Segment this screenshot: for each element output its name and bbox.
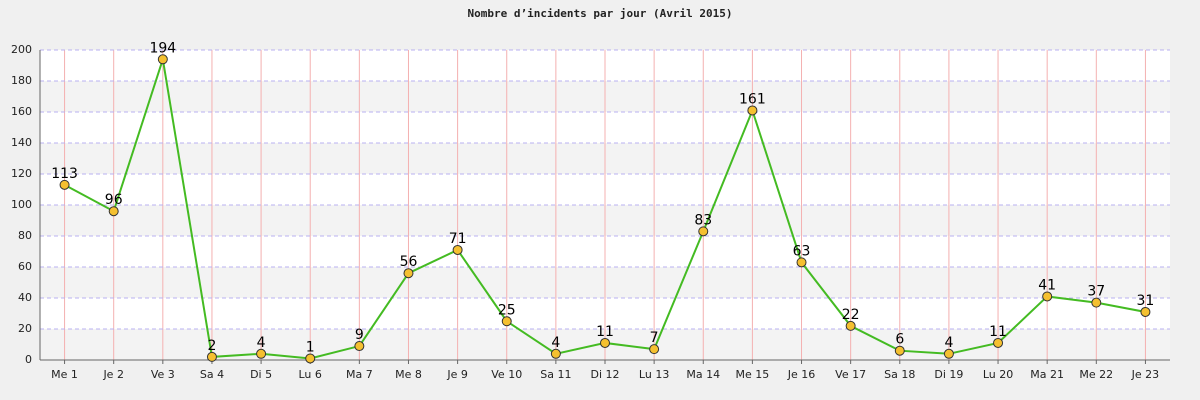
data-label: 4 bbox=[944, 335, 953, 351]
data-point bbox=[256, 348, 267, 359]
data-label: 161 bbox=[739, 91, 766, 107]
data-point bbox=[943, 348, 954, 359]
x-tick-label: Ma 7 bbox=[346, 368, 373, 381]
data-point bbox=[845, 320, 856, 331]
data-label: 6 bbox=[895, 332, 904, 348]
data-point bbox=[108, 206, 119, 217]
x-tick-label: Sa 4 bbox=[200, 368, 224, 381]
x-tick-label: Ve 17 bbox=[835, 368, 866, 381]
data-point bbox=[157, 54, 168, 65]
x-tick-label: Ve 3 bbox=[151, 368, 175, 381]
data-point bbox=[59, 179, 70, 190]
x-tick-label: Sa 11 bbox=[540, 368, 571, 381]
data-point bbox=[550, 348, 561, 359]
data-label: 4 bbox=[257, 335, 266, 351]
data-point bbox=[305, 353, 316, 364]
data-point bbox=[993, 337, 1004, 348]
data-label: 113 bbox=[51, 166, 78, 182]
data-point bbox=[501, 316, 512, 327]
x-tick-label: Di 19 bbox=[934, 368, 963, 381]
x-tick-label: Je 2 bbox=[102, 368, 124, 381]
data-point bbox=[1091, 297, 1102, 308]
y-tick-label: 160 bbox=[11, 105, 32, 118]
data-label: 11 bbox=[596, 324, 614, 340]
y-tick-label: 140 bbox=[11, 136, 32, 149]
data-point bbox=[698, 226, 709, 237]
data-point bbox=[747, 105, 758, 116]
data-label: 1 bbox=[306, 339, 315, 355]
x-tick-label: Lu 13 bbox=[639, 368, 669, 381]
x-tick-label: Me 15 bbox=[736, 368, 770, 381]
x-tick-label: Ma 21 bbox=[1030, 368, 1064, 381]
x-tick-label: Me 8 bbox=[395, 368, 422, 381]
x-tick-label: Sa 18 bbox=[884, 368, 915, 381]
y-tick-label: 20 bbox=[18, 322, 32, 335]
x-tick-label: Me 1 bbox=[51, 368, 78, 381]
x-tick-label: Lu 6 bbox=[299, 368, 322, 381]
data-point bbox=[1042, 291, 1053, 302]
x-tick-label: Je 9 bbox=[446, 368, 468, 381]
x-tick-label: Je 16 bbox=[787, 368, 816, 381]
x-tick-label: Ve 10 bbox=[491, 368, 522, 381]
data-label: 71 bbox=[449, 231, 467, 247]
data-label: 9 bbox=[355, 327, 364, 343]
y-tick-label: 100 bbox=[11, 198, 32, 211]
data-label: 31 bbox=[1137, 293, 1155, 309]
y-tick-label: 0 bbox=[25, 353, 32, 366]
x-tick-label: Je 23 bbox=[1131, 368, 1160, 381]
y-tick-label: 180 bbox=[11, 74, 32, 87]
data-label: 56 bbox=[400, 254, 418, 270]
y-tick-label: 120 bbox=[11, 167, 32, 180]
data-label: 4 bbox=[551, 335, 560, 351]
data-point bbox=[894, 345, 905, 356]
data-label: 11 bbox=[989, 324, 1007, 340]
x-tick-label: Me 22 bbox=[1079, 368, 1113, 381]
data-point bbox=[206, 351, 217, 362]
data-label: 194 bbox=[149, 40, 176, 56]
x-tick-label: Lu 20 bbox=[983, 368, 1013, 381]
y-tick-label: 40 bbox=[18, 291, 32, 304]
x-tick-label: Di 12 bbox=[590, 368, 619, 381]
data-point bbox=[1140, 306, 1151, 317]
data-point bbox=[600, 337, 610, 348]
data-label: 2 bbox=[207, 338, 216, 354]
data-label: 41 bbox=[1038, 277, 1056, 293]
y-tick-label: 80 bbox=[18, 229, 32, 242]
data-point bbox=[354, 341, 365, 352]
y-tick-label: 60 bbox=[18, 260, 32, 273]
data-label: 96 bbox=[105, 192, 123, 208]
data-point bbox=[452, 244, 463, 255]
data-point bbox=[796, 257, 807, 268]
y-tick-label: 200 bbox=[11, 43, 32, 56]
data-label: 7 bbox=[650, 330, 659, 346]
data-label: 37 bbox=[1087, 284, 1105, 300]
data-point bbox=[649, 344, 660, 355]
data-label: 63 bbox=[793, 243, 811, 259]
x-tick-label: Di 5 bbox=[250, 368, 272, 381]
data-label: 25 bbox=[498, 302, 516, 318]
data-label: 83 bbox=[694, 212, 712, 228]
data-point bbox=[403, 268, 414, 279]
data-label: 22 bbox=[842, 307, 860, 323]
chart-title: Nombre d’incidents par jour (Avril 2015) bbox=[468, 7, 733, 20]
x-tick-label: Ma 14 bbox=[686, 368, 720, 381]
